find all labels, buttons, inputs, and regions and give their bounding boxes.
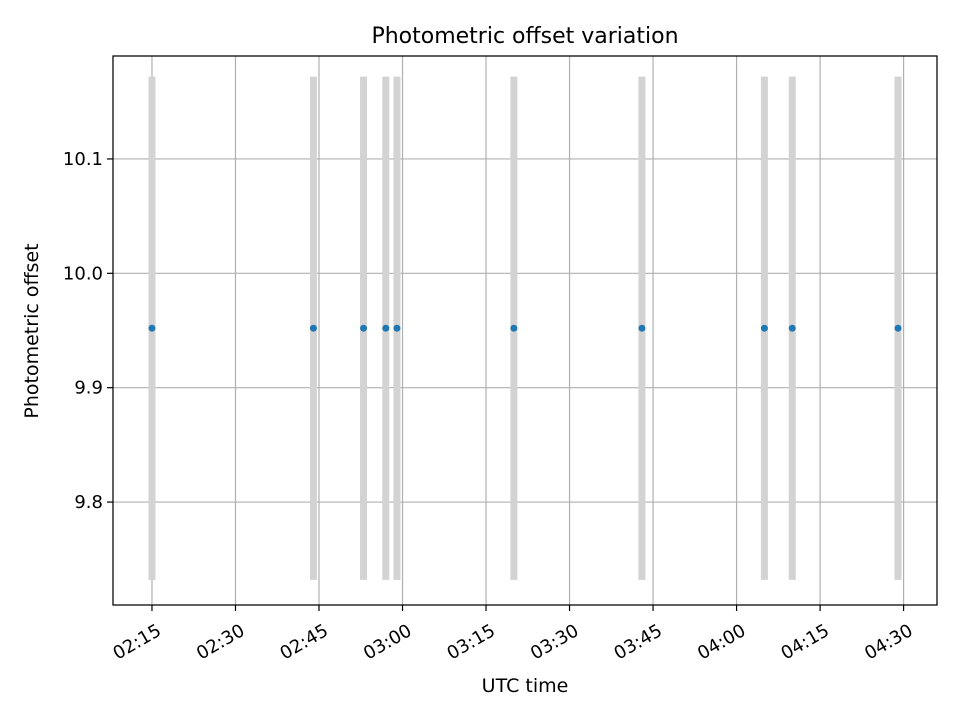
chart-title: Photometric offset variation <box>371 24 678 49</box>
y-axis-ticks: 9.8 9.9 10.0 10.1 <box>63 149 113 513</box>
data-point <box>309 324 317 332</box>
grid <box>113 56 937 605</box>
data-point <box>638 324 646 332</box>
y-tick-label: 9.8 <box>74 492 103 513</box>
data-point <box>510 324 518 332</box>
x-axis-label: UTC time <box>482 675 569 697</box>
data-point <box>393 324 401 332</box>
data-point <box>382 324 390 332</box>
data-point <box>148 324 156 332</box>
data-point <box>788 324 796 332</box>
data-points <box>148 324 902 332</box>
y-axis-label: Photometric offset <box>21 243 43 418</box>
y-tick-label: 10.0 <box>63 263 103 284</box>
data-point <box>894 324 902 332</box>
plot-frame <box>112 55 938 606</box>
data-point <box>760 324 768 332</box>
data-point <box>360 324 368 332</box>
y-tick-label: 10.1 <box>63 149 103 170</box>
y-tick-label: 9.9 <box>74 378 103 399</box>
